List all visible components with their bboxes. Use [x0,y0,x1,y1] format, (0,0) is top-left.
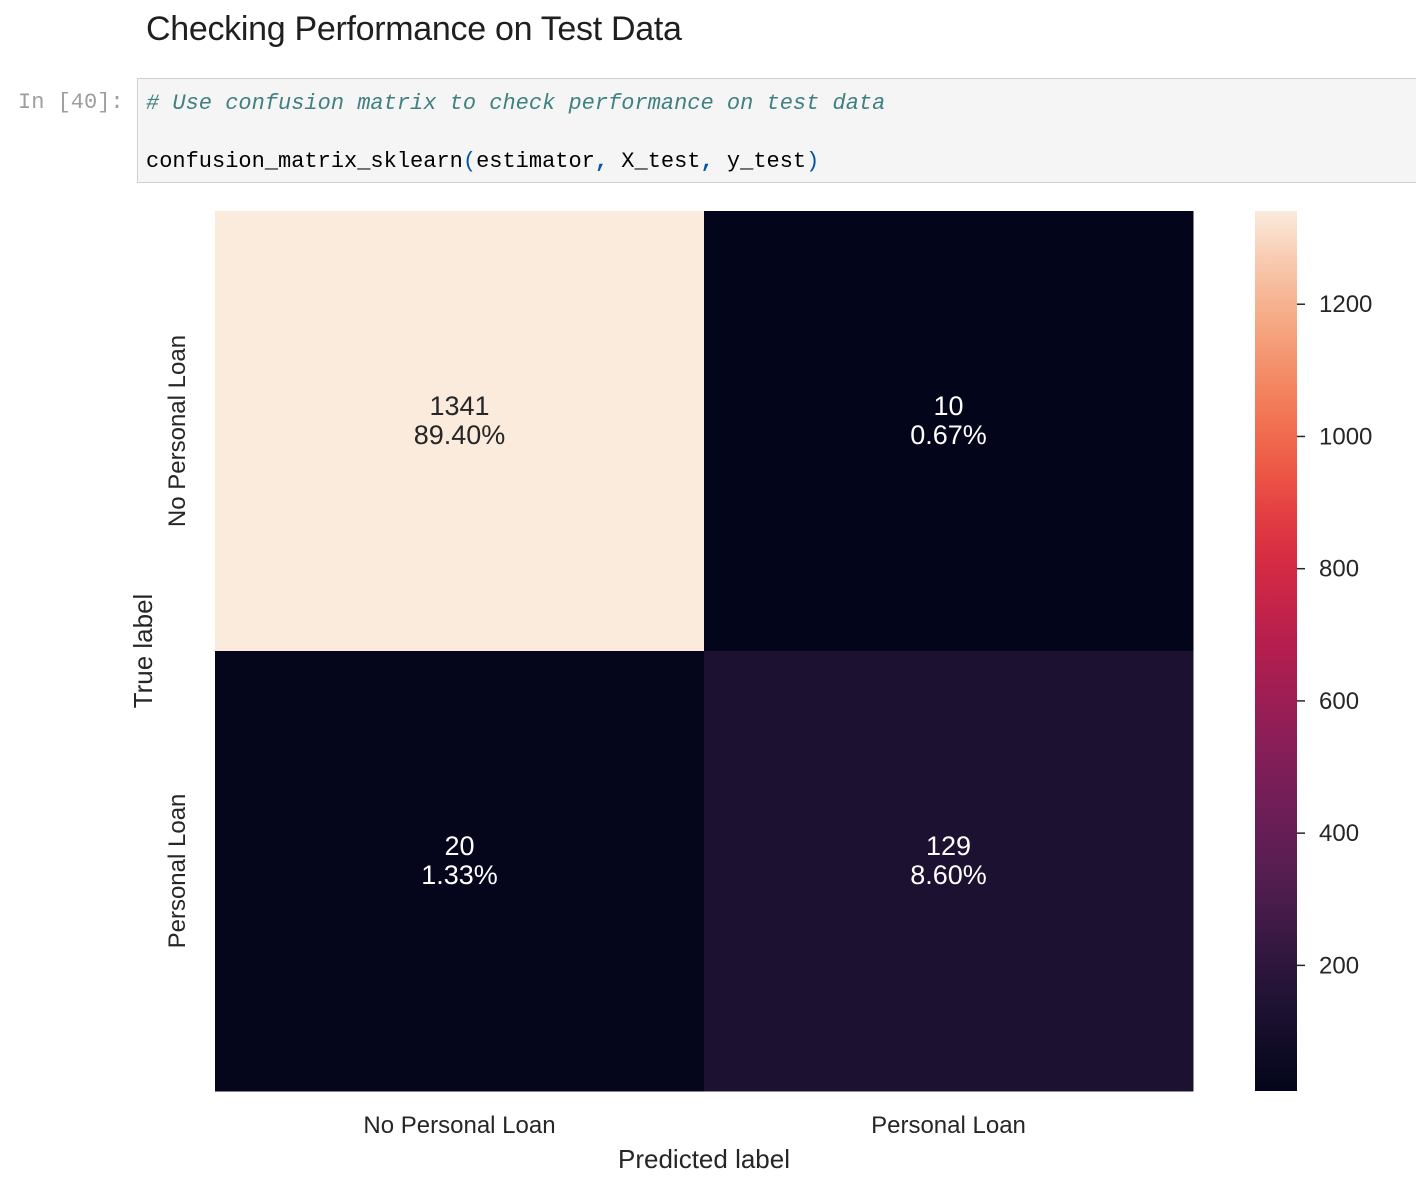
cell-annotation: 8.60% [910,860,987,890]
code-call: confusion_matrix_sklearn(estimator, X_te… [146,149,819,174]
heatmap-cell [704,651,1194,1092]
code-arg-3: y_test [726,149,807,174]
x-tick-label: Personal Loan [871,1112,1026,1139]
colorbar-tick-label: 400 [1319,820,1359,847]
colorbar-tick-label: 1000 [1319,423,1372,450]
cell-annotation: 1341 [429,391,489,421]
code-arg-2: X_test [621,149,701,174]
cell-output: 1341 89.40% 10 0.67% 20 1.33% 129 8.60% No Perso… [0,200,1416,1196]
colorbar-tick-label: 800 [1319,556,1359,583]
code-open-paren: ( [462,149,477,174]
colorbar [1255,211,1297,1091]
y-tick-label: No Personal Loan [164,335,191,527]
y-tick-label: Personal Loan [164,794,191,949]
cell-annotation: 129 [926,831,971,861]
code-function-name: confusion_matrix_sklearn [146,149,463,174]
section-heading: Checking Performance on Test Data [146,10,682,48]
cell-annotation: 1.33% [421,860,498,890]
code-arg-1: estimator [476,149,595,174]
x-tick-label: No Personal Loan [363,1112,555,1139]
colorbar-tick-label: 200 [1319,952,1359,979]
cell-annotation: 0.67% [910,420,987,450]
heatmap-cell [215,211,705,652]
cell-annotation: 10 [933,391,963,421]
cell-annotation: 89.40% [414,420,506,450]
heatmap-cell [704,211,1194,652]
code-comment: # Use confusion matrix to check performa… [146,91,886,116]
colorbar-tick-label: 600 [1319,688,1359,715]
cell-annotation: 20 [444,831,474,861]
colorbar-tick-label: 1200 [1319,291,1372,318]
code-cell[interactable]: # Use confusion matrix to check performa… [137,78,1416,183]
code-comma: , [700,149,727,174]
heatmap-cell [215,651,705,1092]
code-close-paren: ) [806,149,820,174]
cell-prompt: In [40]: [18,90,124,115]
x-axis-label: Predicted label [618,1144,790,1174]
y-axis-label: True label [128,594,158,709]
code-comma: , [594,149,622,174]
